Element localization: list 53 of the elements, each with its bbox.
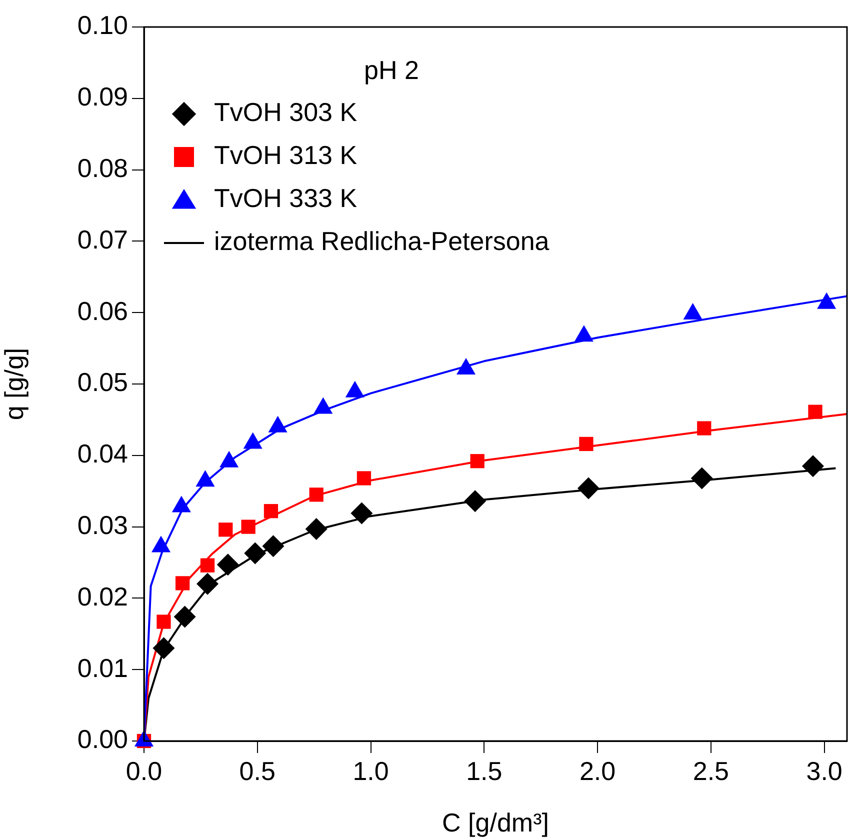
x-tick-label: 2.0: [579, 756, 616, 786]
y-tick-label: 0.08: [77, 152, 128, 183]
legend-title: pH 2: [364, 55, 419, 86]
point: [264, 504, 278, 518]
y-tick-label: 0.06: [77, 296, 128, 326]
y-axis-title: q [g/g]: [0, 348, 29, 420]
legend-label: izoterma Redlicha-Petersona: [214, 226, 550, 256]
point: [577, 477, 600, 500]
point: [683, 303, 702, 320]
y-tick-label: 0.04: [77, 438, 128, 469]
point: [152, 637, 175, 660]
point: [470, 454, 484, 468]
point: [174, 606, 196, 628]
point: [216, 554, 239, 576]
point: [697, 421, 712, 436]
x-axis-title: C [g/dm³]: [442, 808, 549, 838]
point: [456, 358, 476, 375]
x-tick-label: 1.0: [352, 756, 389, 786]
point: [196, 572, 218, 595]
x-tick-label: 1.5: [466, 756, 502, 786]
y-tick-label: 0.10: [77, 10, 128, 40]
legend-label: TvOH 313 K: [214, 140, 358, 170]
point: [305, 518, 328, 540]
point: [808, 404, 822, 419]
point: [817, 292, 836, 309]
y-tick-label: 0.03: [77, 510, 128, 540]
point: [574, 325, 594, 342]
y-tick-label: 0.05: [77, 367, 128, 398]
point: [579, 436, 594, 452]
y-tick-label: 0.09: [77, 82, 128, 112]
legend-label: TvOH 333 K: [214, 183, 358, 214]
point: [175, 576, 190, 590]
point: [350, 502, 373, 524]
y-tick-label: 0.07: [77, 224, 128, 254]
point: [356, 471, 372, 486]
y-tick-label: 0.01: [77, 652, 128, 683]
point: [262, 535, 284, 558]
x-tick-label: 0.5: [239, 756, 276, 786]
point: [802, 455, 824, 478]
point: [241, 520, 256, 534]
point: [156, 614, 171, 629]
point: [218, 522, 233, 537]
x-tick-label: 0.0: [126, 756, 162, 786]
y-tick-label: 0.00: [77, 724, 128, 754]
point: [690, 467, 713, 490]
point: [464, 490, 486, 512]
y-tick-label: 0.02: [77, 581, 128, 612]
x-tick-label: 3.0: [806, 756, 842, 786]
legend-label: TvOH 303 K: [214, 97, 358, 128]
point: [309, 488, 324, 502]
point: [244, 542, 266, 564]
point: [200, 558, 215, 572]
x-tick-label: 2.5: [692, 756, 730, 786]
